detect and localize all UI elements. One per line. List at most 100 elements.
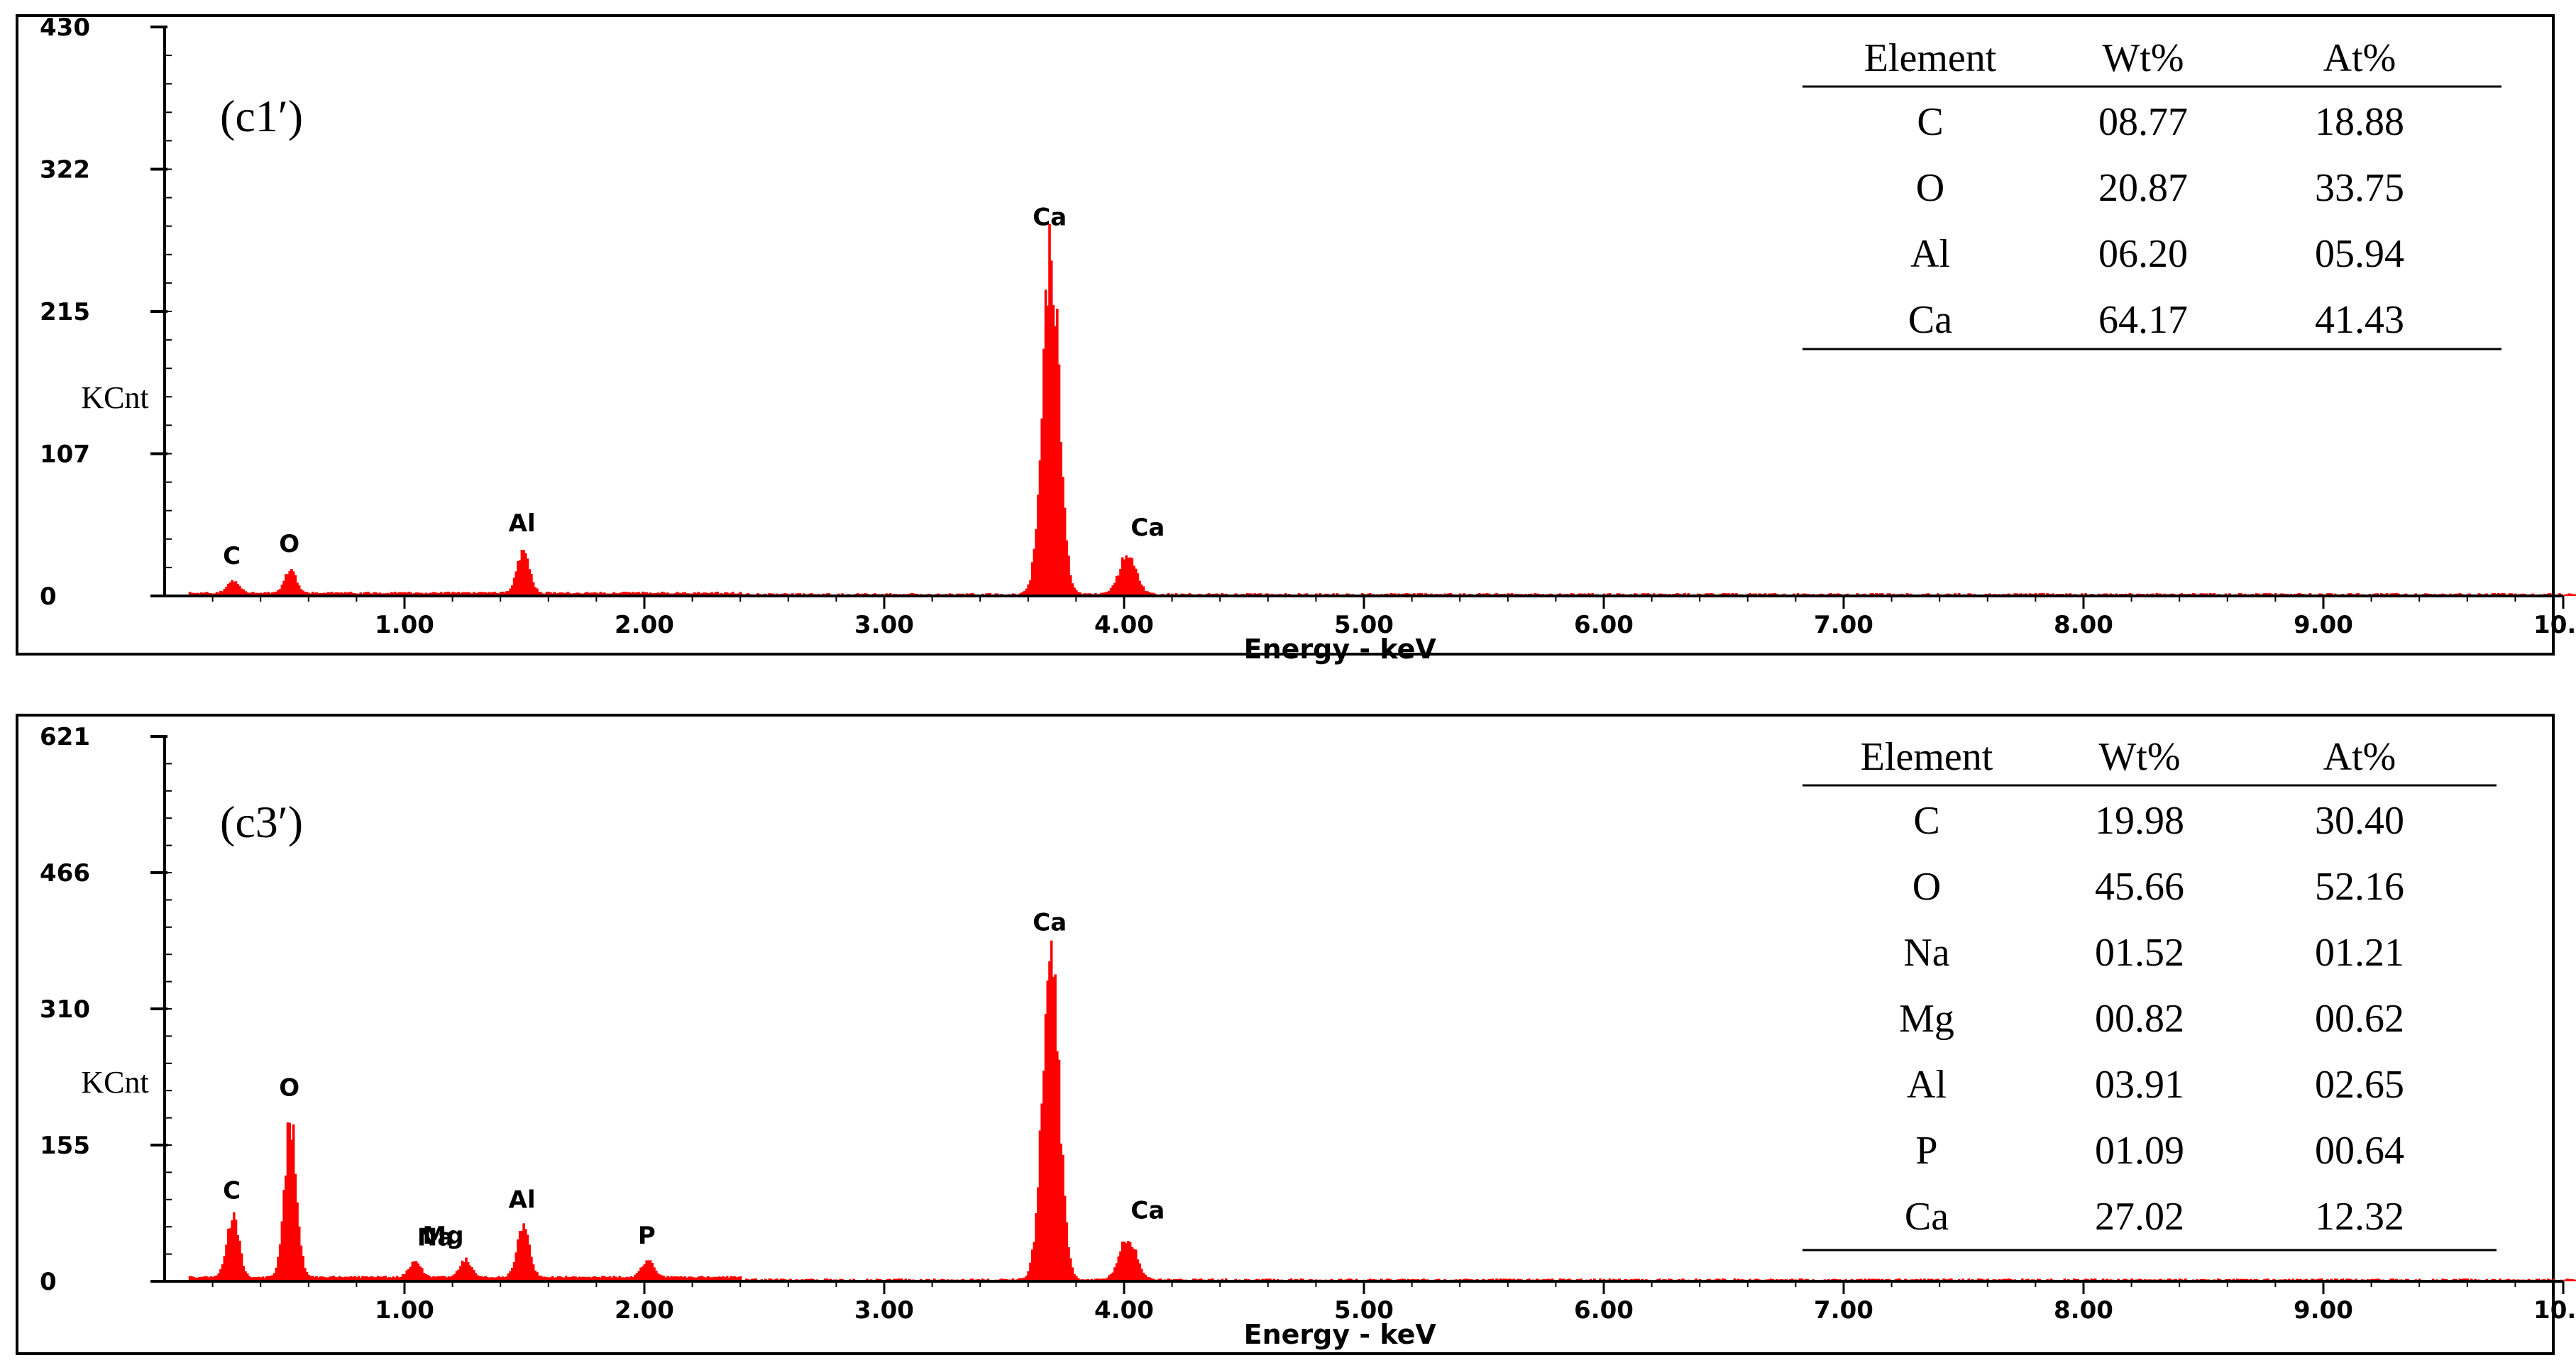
table-cell: O [1916, 166, 1944, 210]
spectrum-bar [681, 1277, 685, 1281]
spectrum-bar [522, 1223, 525, 1281]
spectrum-bar [196, 592, 199, 596]
spectrum-bar [649, 592, 652, 596]
x-tick-label: 6.00 [1574, 611, 1634, 639]
y-tick-label: 215 [40, 298, 90, 326]
spectrum-bar [461, 592, 464, 596]
spectrum-bar [1144, 590, 1147, 596]
spectrum-bar [1033, 1242, 1036, 1281]
spectrum-bar [566, 1277, 570, 1281]
spectrum-bar [414, 592, 418, 596]
spectrum-bar [1121, 557, 1124, 596]
spectrum-bar [1062, 477, 1064, 596]
spectrum-bar [591, 1276, 595, 1281]
spectrum-bar [583, 1276, 587, 1281]
spectrum-bar [578, 592, 581, 596]
spectrum-bar [574, 1276, 577, 1281]
spectrum [188, 940, 2576, 1281]
spectrum-bar [643, 1264, 646, 1281]
spectrum-bar [304, 1268, 307, 1281]
y-tick-label: 155 [40, 1132, 90, 1160]
peak-label: O [279, 530, 299, 558]
spectrum-bar [1057, 364, 1061, 596]
spectrum-bar [421, 1268, 424, 1281]
spectrum-bar [526, 1234, 529, 1281]
spectrum-bar [359, 592, 363, 596]
spectrum-bar [470, 1267, 473, 1281]
spectrum-bar [645, 592, 648, 596]
spectrum-bar [2042, 592, 2045, 596]
spectrum-bar [446, 592, 448, 596]
spectrum-bar [231, 580, 233, 596]
spectrum-bar [434, 1276, 437, 1281]
spectrum-bar [273, 592, 276, 596]
spectrum-bar [756, 592, 759, 596]
spectrum-bar [720, 1277, 723, 1281]
spectrum-bar [432, 1276, 435, 1281]
spectrum-bar [351, 592, 355, 596]
spectrum-bar [661, 1275, 664, 1281]
spectrum-bar [2035, 592, 2037, 596]
spectrum-bar [463, 1262, 466, 1281]
spectrum-bar [207, 1277, 211, 1281]
spectrum-bar [626, 592, 629, 596]
table-cell: 18.88 [2315, 100, 2404, 144]
table-cell: 01.52 [2095, 931, 2184, 975]
spectrum-bar [1056, 309, 1059, 596]
spectrum-bar [296, 582, 299, 596]
spectrum-bar [732, 1276, 734, 1281]
spectrum-bar [384, 1276, 387, 1281]
table-cell: Al [1907, 1063, 1947, 1107]
peak-label: C [223, 1177, 241, 1205]
spectrum-bar [313, 1276, 317, 1281]
spectrum-bar [503, 592, 506, 596]
spectrum-bar [2570, 1278, 2573, 1281]
table-cell: O [1912, 865, 1941, 909]
spectrum-bar [457, 592, 460, 596]
spectrum-bar [989, 592, 991, 596]
spectrum-bar [476, 1275, 479, 1281]
spectrum-bar [2573, 1279, 2576, 1281]
spectrum-bar [484, 1276, 487, 1281]
spectrum-bar [739, 1276, 742, 1281]
spectrum-bar [666, 592, 669, 596]
spectrum-bar [585, 1277, 589, 1281]
spectrum-bar [221, 591, 224, 596]
spectrum-bar [509, 1271, 512, 1281]
spectrum-bar [1023, 1277, 1026, 1281]
spectrum-bar [537, 1276, 541, 1281]
spectrum-bar [532, 1264, 535, 1281]
spectrum-bar [330, 1276, 334, 1281]
spectrum-bar [200, 592, 203, 596]
spectrum-bar [373, 592, 375, 596]
spectrum-bar [539, 1276, 543, 1281]
spectrum-bar [1048, 961, 1051, 1281]
spectrum-bar [275, 591, 278, 596]
peak-label: Ca [1130, 514, 1165, 542]
spectrum-bar [656, 1273, 660, 1281]
spectrum-bar [288, 1122, 291, 1281]
spectrum-bar [1030, 562, 1034, 596]
spectrum-bar [595, 592, 598, 596]
spectrum-bar [297, 585, 301, 596]
spectrum-bar [1050, 940, 1053, 1281]
spectrum-bar [386, 592, 389, 596]
spectrum-bar [620, 592, 623, 596]
spectrum-bar [1054, 326, 1057, 596]
spectrum-bar [1037, 1187, 1040, 1281]
spectrum-bar [453, 1273, 456, 1281]
spectrum-bar [419, 1266, 422, 1281]
spectrum-bar [593, 592, 596, 596]
spectrum-bar [2564, 594, 2567, 596]
spectrum-bar [593, 1276, 596, 1281]
spectrum-bar [730, 1276, 732, 1281]
spectrum-bar [414, 1261, 418, 1281]
spectrum-bar [407, 1269, 410, 1281]
spectrum-bar [275, 1267, 278, 1281]
spectrum-bar [233, 581, 236, 596]
spectrum-bar [503, 1277, 506, 1281]
spectrum-bar [624, 1277, 627, 1281]
spectrum-bar [1138, 1263, 1141, 1281]
spectrum-bar [1040, 418, 1043, 596]
spectrum-bar [683, 1276, 686, 1281]
